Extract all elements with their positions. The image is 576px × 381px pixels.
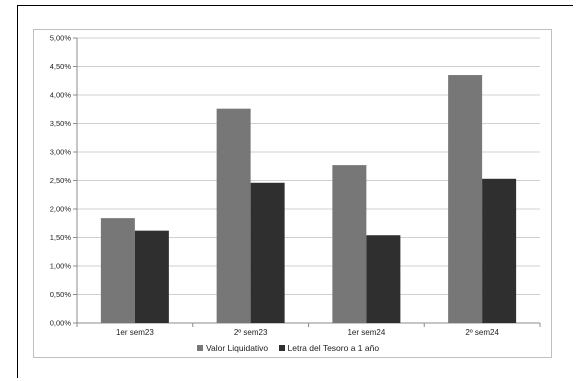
x-tick-label: 1er sem23 — [116, 328, 154, 337]
y-tick-label: 5,00% — [50, 34, 72, 43]
y-tick-label: 0,50% — [50, 290, 72, 299]
y-tick-label: 2,00% — [50, 205, 72, 214]
legend-swatch-valor-liquidativo — [196, 345, 203, 351]
x-tick-label: 2º sem24 — [465, 328, 499, 337]
y-tick-label: 3,50% — [50, 119, 72, 128]
bar — [100, 218, 135, 323]
bar — [448, 75, 483, 323]
bar — [250, 182, 285, 323]
y-tick-label: 4,00% — [50, 91, 72, 100]
legend-item-letra-del-tesoro: Letra del Tesoro a 1 año — [278, 343, 380, 353]
chart-legend: Valor Liquidativo Letra del Tesoro a 1 a… — [0, 343, 576, 353]
outer-frame — [17, 5, 573, 378]
legend-label-valor-liquidativo: Valor Liquidativo — [205, 343, 269, 353]
legend-item-valor-liquidativo: Valor Liquidativo — [196, 343, 269, 353]
y-tick-label: 1,50% — [50, 233, 72, 242]
legend-label-letra-del-tesoro: Letra del Tesoro a 1 año — [287, 343, 380, 353]
y-tick-label: 3,00% — [50, 148, 72, 157]
bar — [332, 165, 367, 323]
bar — [482, 178, 517, 323]
bar — [366, 235, 401, 323]
x-tick-label: 1er sem24 — [347, 328, 385, 337]
y-tick-label: 0,00% — [50, 319, 72, 328]
bar — [134, 230, 169, 323]
y-tick-label: 1,00% — [50, 262, 72, 271]
x-tick-label: 2º sem23 — [234, 328, 268, 337]
bar — [216, 108, 251, 324]
y-tick-label: 4,50% — [50, 62, 72, 71]
legend-swatch-letra-del-tesoro — [278, 345, 285, 351]
y-tick-label: 2,50% — [50, 176, 72, 185]
